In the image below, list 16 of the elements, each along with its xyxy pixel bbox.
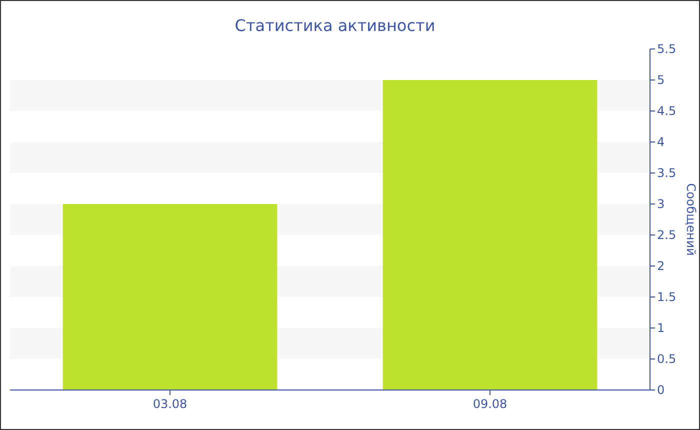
y2-tick-label: 1 [657, 321, 665, 336]
y2-tick-label: 5 [657, 73, 665, 88]
y2-tick-label: 1.5 [657, 290, 676, 304]
y2-tick-label: 0.5 [657, 352, 676, 366]
y2-tick-label: 3 [657, 197, 665, 212]
y2-tick-label: 3.5 [657, 166, 676, 180]
y2-tick-label: 2.5 [657, 228, 676, 242]
x-tick-label: 03.08 [152, 397, 188, 411]
y2-tick-label: 5.5 [657, 42, 676, 56]
y2-tick-label: 0 [657, 383, 665, 398]
y2-tick-label: 4.5 [657, 104, 676, 118]
y2-axis-title: Сообщений [684, 183, 698, 256]
chart-title: Статистика активности [234, 16, 436, 35]
y2-tick-label: 4 [657, 135, 665, 150]
y2-tick-label: 2 [657, 259, 665, 274]
x-tick-label: 09.08 [472, 397, 508, 411]
